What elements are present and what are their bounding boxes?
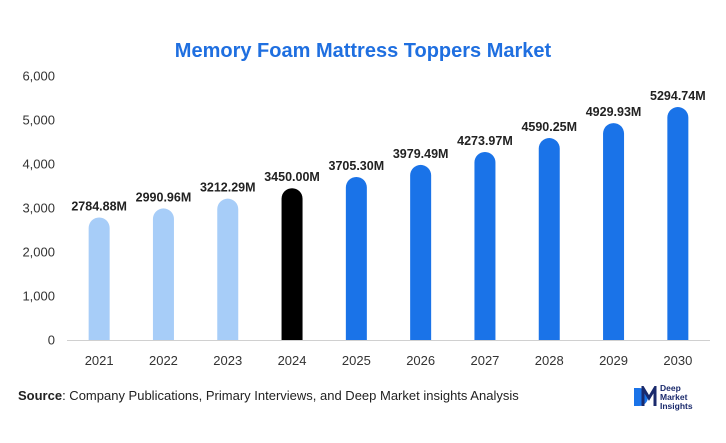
data-label: 3212.29M — [200, 181, 256, 195]
bar — [538, 138, 560, 340]
data-label: 4273.97M — [457, 134, 513, 148]
bar — [410, 164, 432, 340]
x-tick-label: 2027 — [470, 353, 499, 368]
source-note: Source: Company Publications, Primary In… — [18, 388, 519, 403]
x-tick-label: 2028 — [535, 353, 564, 368]
y-tick-label: 2,000 — [22, 245, 55, 260]
dm-logo-icon — [634, 386, 657, 406]
x-tick-label: 2023 — [213, 353, 242, 368]
source-text: : Company Publications, Primary Intervie… — [62, 388, 519, 403]
company-logo: Deep Market Insights — [633, 383, 713, 413]
y-tick-label: 1,000 — [22, 289, 55, 304]
bar — [88, 217, 110, 340]
x-tick-label: 2021 — [85, 353, 114, 368]
data-label: 3450.00M — [264, 170, 320, 184]
logo-line-2: Market — [660, 392, 688, 402]
bar — [152, 208, 174, 340]
y-tick-label: 6,000 — [22, 69, 55, 84]
bar — [603, 123, 625, 340]
bar — [281, 188, 303, 340]
bar — [345, 176, 367, 340]
data-label: 5294.74M — [650, 89, 706, 103]
source-label: Source — [18, 388, 63, 403]
logo-text: Deep Market Insights — [660, 384, 693, 411]
x-tick-label: 2026 — [406, 353, 435, 368]
data-label: 4590.25M — [521, 120, 577, 134]
logo-line-1: Deep — [660, 383, 681, 393]
bars: 2784.88M 2990.96M 3212.29M 3450.00M 3705.30M… — [71, 89, 706, 340]
bar — [217, 198, 239, 340]
x-tick-label: 2030 — [663, 353, 692, 368]
chart-title: Memory Foam Mattress Toppers Market — [175, 40, 552, 62]
logo-line-3: Insights — [660, 401, 693, 411]
data-label: 2784.88M — [71, 199, 127, 213]
chart: Memory Foam Mattress Toppers Market 0 1,0… — [22, 40, 710, 368]
data-label: 2990.96M — [136, 190, 192, 204]
bar — [667, 107, 689, 340]
x-tick-label: 2029 — [599, 353, 628, 368]
data-label: 3979.49M — [393, 147, 449, 161]
x-tick-label: 2022 — [149, 353, 178, 368]
y-tick-label: 0 — [48, 333, 55, 348]
bar — [474, 151, 496, 340]
x-axis: 2021 2022 2023 2024 2025 2026 2027 2028 2029 2030 — [85, 353, 693, 368]
x-tick-label: 2024 — [278, 353, 307, 368]
x-tick-label: 2025 — [342, 353, 371, 368]
y-tick-label: 3,000 — [22, 201, 55, 216]
y-axis: 0 1,000 2,000 3,000 4,000 5,000 6,000 — [22, 69, 55, 348]
data-label: 3705.30M — [329, 159, 385, 173]
y-tick-label: 4,000 — [22, 157, 55, 172]
y-tick-label: 5,000 — [22, 113, 55, 128]
data-label: 4929.93M — [586, 105, 642, 119]
